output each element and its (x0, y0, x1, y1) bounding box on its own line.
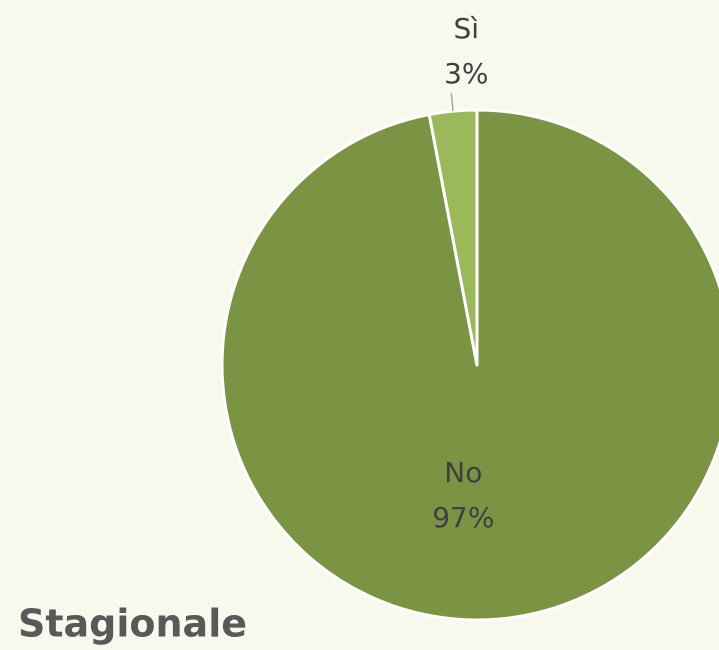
slice-value-label: 3% (444, 57, 488, 90)
pie-slice (220, 108, 719, 622)
slice-value-label: 97% (432, 501, 494, 534)
slice-category: Sì (454, 12, 480, 45)
chart-title: Stagionale (18, 602, 247, 646)
slice-category: No (444, 456, 482, 489)
pie-slice (427, 108, 479, 367)
leader-line (450, 93, 454, 112)
